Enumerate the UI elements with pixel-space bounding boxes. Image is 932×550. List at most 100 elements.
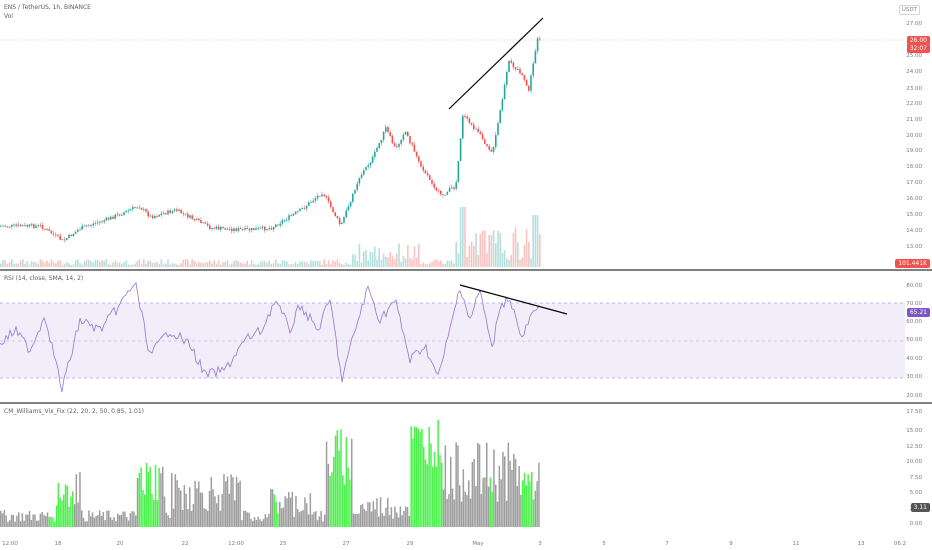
wvf-bar [331,472,333,527]
wvf-bar [72,491,74,527]
price-trendline[interactable] [448,17,544,110]
volume-bar [506,258,508,267]
wvf-bar [196,488,198,527]
wvf-bar [52,517,54,527]
candle-body [341,222,343,224]
wvf-bar [415,427,418,527]
wvf-bar [163,496,166,527]
candle-body [508,60,510,73]
candle-body [268,228,270,230]
volume-bar [534,215,537,267]
candle-body [409,135,411,144]
volume-bar [211,263,213,267]
candle-body [156,216,158,217]
volume-bar [39,259,42,267]
candle-body [455,182,457,189]
volume-bar [112,262,114,267]
wvf-bar [248,512,250,527]
wvf-bar [19,521,22,527]
time-tick-label: 9 [729,541,733,547]
volume-bar [94,259,97,267]
volume-bar [123,261,125,267]
wvf-bar [223,474,225,527]
volume-bar [15,263,17,267]
candle-body [171,210,174,213]
wvf-bar [297,509,299,527]
candle-body [398,143,400,147]
volume-bar [431,261,433,267]
candle-body [26,224,28,227]
candle-body [479,132,482,135]
wvf-bar [126,517,128,527]
candle-body [521,73,523,76]
wvf-bar [97,515,99,527]
volume-bar [33,262,35,267]
wvf-bar [306,503,308,527]
volume-bar [202,263,204,267]
rsi-legend: RSI (14, close, SMA, 14, 2) [4,275,84,282]
wvf-bar [84,521,87,527]
volume-bar [413,246,416,267]
candle-body [336,216,339,219]
wvf-bar [338,450,340,527]
volume-bar [466,256,468,267]
volume-bar [398,243,400,267]
rsi-trendline[interactable] [459,284,568,315]
candle-body [33,224,35,228]
wvf-bar [450,456,452,527]
axis-tick-label: 27.00 [906,21,922,27]
volume-bar [70,264,72,267]
volume-bar [105,259,108,267]
wvf-bar [7,521,9,527]
candle-body [11,224,13,227]
wvf-bar [311,514,313,527]
candle-body [158,215,160,217]
wvf-bar [86,521,88,527]
candle-body [484,139,486,145]
volume-bar [367,260,369,267]
wvf-bar [28,510,31,527]
candle-body [448,188,451,192]
candle-body [303,208,306,209]
wvf-bar [216,503,218,527]
wvf-bar [372,500,375,527]
volume-bar [512,232,515,267]
wvf-bar [214,496,216,527]
candle-body [433,183,435,188]
candle-body [17,224,20,226]
wvf-bar [460,501,463,527]
candle-body [63,239,66,241]
volume-bar [85,259,88,267]
wvf-legend: CM_Williams_Vix_Fix (22, 20, 2, 50, 0.85… [4,408,145,415]
candle-body [396,146,398,148]
candle-body [352,193,354,202]
candle-body [462,116,464,139]
wvf-bar [43,514,45,527]
wvf-bar [459,485,461,527]
volume-bar [420,264,422,267]
volume-bar [162,264,165,267]
volume-bar [4,260,6,267]
wvf-bar [455,442,457,527]
currency-selector[interactable]: USDT [898,5,920,15]
wvf-bar [514,458,517,527]
wvf-bar [136,478,139,527]
volume-bar [286,261,288,267]
volume-bar [446,260,449,267]
volume-bar [55,263,57,267]
wvf-bar [271,489,274,527]
volume-bar [499,233,501,267]
volume-bar [22,259,24,267]
volume-bar [418,243,420,267]
volume-bar [259,262,262,267]
wvf-bar [406,507,409,527]
volume-bar [356,261,358,267]
wvf-bar [212,489,214,527]
volume-bar [83,261,86,267]
wvf-bar [45,516,47,527]
volume-bar [327,260,330,267]
volume-bar [63,264,66,267]
candle-body [519,69,521,74]
candle-body [24,224,26,226]
